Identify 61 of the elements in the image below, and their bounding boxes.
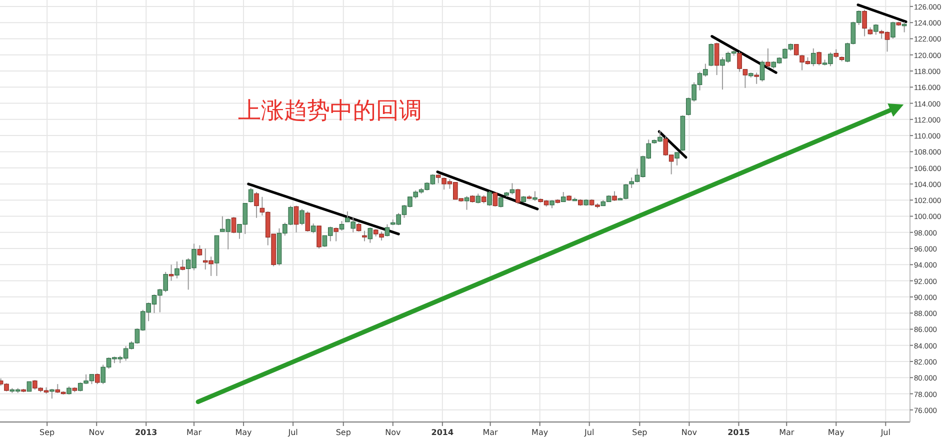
candlestick	[612, 190, 617, 202]
candlestick	[498, 196, 504, 208]
x-tick-label: Jul	[880, 428, 890, 437]
candlestick	[532, 190, 538, 202]
candlestick	[487, 190, 492, 206]
candlestick	[168, 264, 174, 282]
candlestick	[816, 51, 822, 66]
candlestick	[334, 227, 338, 242]
annotation: 上涨趋势中的回调	[238, 98, 422, 124]
x-tick-label: Sep	[40, 428, 55, 437]
candlestick	[794, 44, 799, 56]
candlestick	[248, 188, 254, 204]
candlestick	[516, 188, 520, 205]
candlestick	[760, 60, 765, 82]
candlestick	[492, 192, 498, 208]
candlestick	[231, 216, 236, 234]
candlestick	[742, 68, 748, 88]
x-tick-label: 2015	[728, 428, 750, 437]
x-tick-label: Nov	[681, 428, 698, 437]
x-tick-label: Mar	[186, 428, 202, 437]
x-tick-label: May	[532, 428, 548, 437]
candlestick	[95, 373, 100, 385]
candlestick	[708, 43, 714, 67]
candlestick	[294, 205, 299, 233]
candlestick	[874, 24, 878, 36]
candlestick	[476, 193, 481, 204]
x-tick-label: Nov	[385, 428, 401, 437]
candlestick	[384, 224, 390, 237]
candlestick	[316, 225, 322, 250]
x-tick-label: Jul	[584, 428, 594, 437]
x-tick-label: 2014	[431, 428, 454, 437]
candlestick	[754, 72, 759, 84]
candlestick	[305, 210, 310, 232]
candlestick	[368, 227, 373, 244]
candlestick	[862, 9, 867, 37]
x-tick-label: May	[235, 428, 252, 437]
candlestick	[890, 21, 896, 40]
candlestick	[300, 208, 304, 226]
x-tick-label: Sep	[336, 428, 351, 437]
x-tick-label: Mar	[482, 428, 499, 437]
x-tick-label: Mar	[779, 428, 795, 437]
x-tick-label: 2013	[134, 428, 158, 437]
x-tick-label: Jul	[287, 428, 298, 437]
candlestick	[197, 244, 202, 256]
x-tick-label: Sep	[632, 428, 648, 437]
candlestick	[26, 381, 32, 392]
candlestick	[339, 220, 344, 232]
candlestick	[674, 152, 680, 166]
candlestick	[714, 42, 720, 76]
x-tick-label: May	[828, 428, 845, 437]
candlestick	[50, 388, 54, 400]
candlestick	[811, 48, 816, 67]
candlestick	[310, 223, 316, 234]
candlestick	[362, 230, 367, 242]
candlestick	[174, 260, 180, 279]
candlestick	[560, 192, 566, 202]
candlestick	[737, 51, 742, 72]
candlestick	[180, 259, 186, 271]
candlestick	[766, 48, 770, 68]
x-tick-label: Nov	[88, 428, 105, 437]
candlestick	[254, 192, 259, 218]
